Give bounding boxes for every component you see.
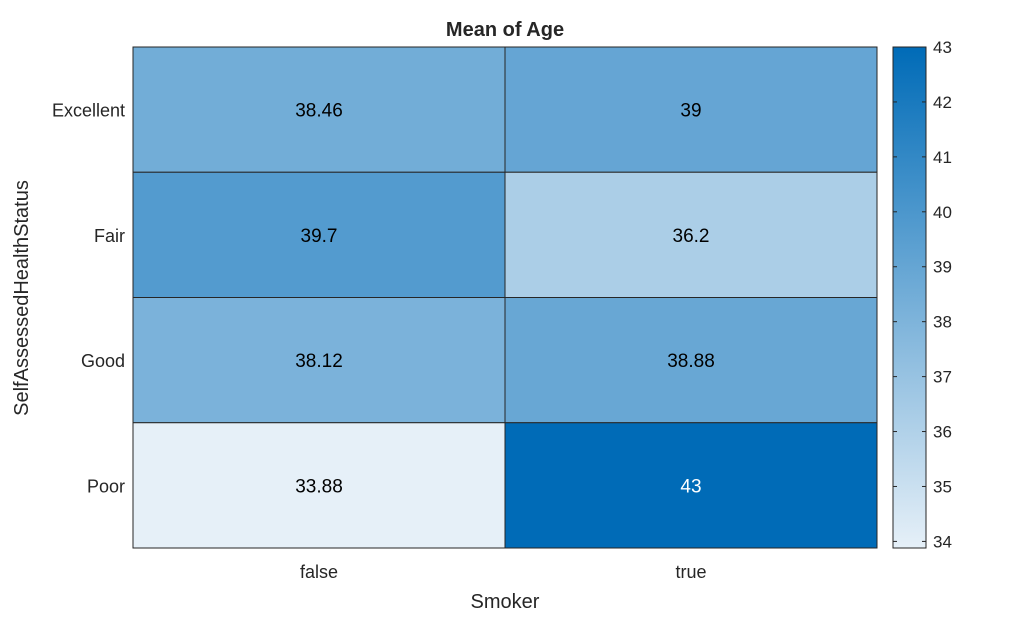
colorbar-ticks: 34 35 36 37 38 39 40 41 42 43 [893, 38, 952, 551]
y-tick-label: Fair [94, 226, 125, 246]
heatmap-cell [132, 422, 506, 549]
heatmap-cell-labels: 38.46 39 39.7 36.2 38.12 38.88 33.88 43 [295, 101, 715, 498]
colorbar-tick-label: 36 [933, 423, 952, 442]
colorbar-tick-label: 42 [933, 93, 952, 112]
colorbar [892, 46, 927, 549]
x-tick-labels: false true [300, 562, 707, 582]
x-tick-label: true [675, 562, 706, 582]
chart-title: Mean of Age [446, 19, 564, 41]
y-axis-label: SelfAssessedHealthStatus [11, 180, 33, 416]
colorbar-tick-label: 34 [933, 532, 952, 551]
x-tick-label: false [300, 562, 338, 582]
cell-value-label: 33.88 [295, 476, 343, 497]
y-tick-label: Good [81, 351, 125, 371]
heatmap-cell [132, 46, 506, 173]
cell-value-label: 36.2 [673, 226, 710, 247]
cell-value-label: 39.7 [301, 226, 338, 247]
colorbar-tick-label: 35 [933, 477, 952, 496]
colorbar-tick-label: 43 [933, 38, 952, 57]
colorbar-tick-label: 40 [933, 203, 952, 222]
cell-value-label: 39 [680, 101, 701, 122]
colorbar-tick-label: 41 [933, 148, 952, 167]
heatmap-cell [132, 297, 506, 424]
x-axis-label: Smoker [471, 591, 540, 613]
colorbar-tick-label: 38 [933, 313, 952, 332]
heatmap-cell [504, 297, 878, 424]
heatmap-cell [132, 171, 506, 298]
cell-value-label: 38.12 [295, 351, 343, 372]
y-tick-label: Excellent [52, 101, 125, 121]
heatmap-cell [504, 46, 878, 173]
y-tick-labels: Excellent Fair Good Poor [52, 101, 125, 497]
cell-value-label: 43 [680, 476, 701, 497]
colorbar-tick-label: 39 [933, 258, 952, 277]
heatmap-cell [504, 422, 878, 549]
cell-value-label: 38.46 [295, 101, 343, 122]
y-tick-label: Poor [87, 476, 125, 496]
colorbar-tick-label: 37 [933, 368, 952, 387]
cell-value-label: 38.88 [667, 351, 715, 372]
heatmap-cells [132, 46, 878, 549]
heatmap-cell [504, 171, 878, 298]
